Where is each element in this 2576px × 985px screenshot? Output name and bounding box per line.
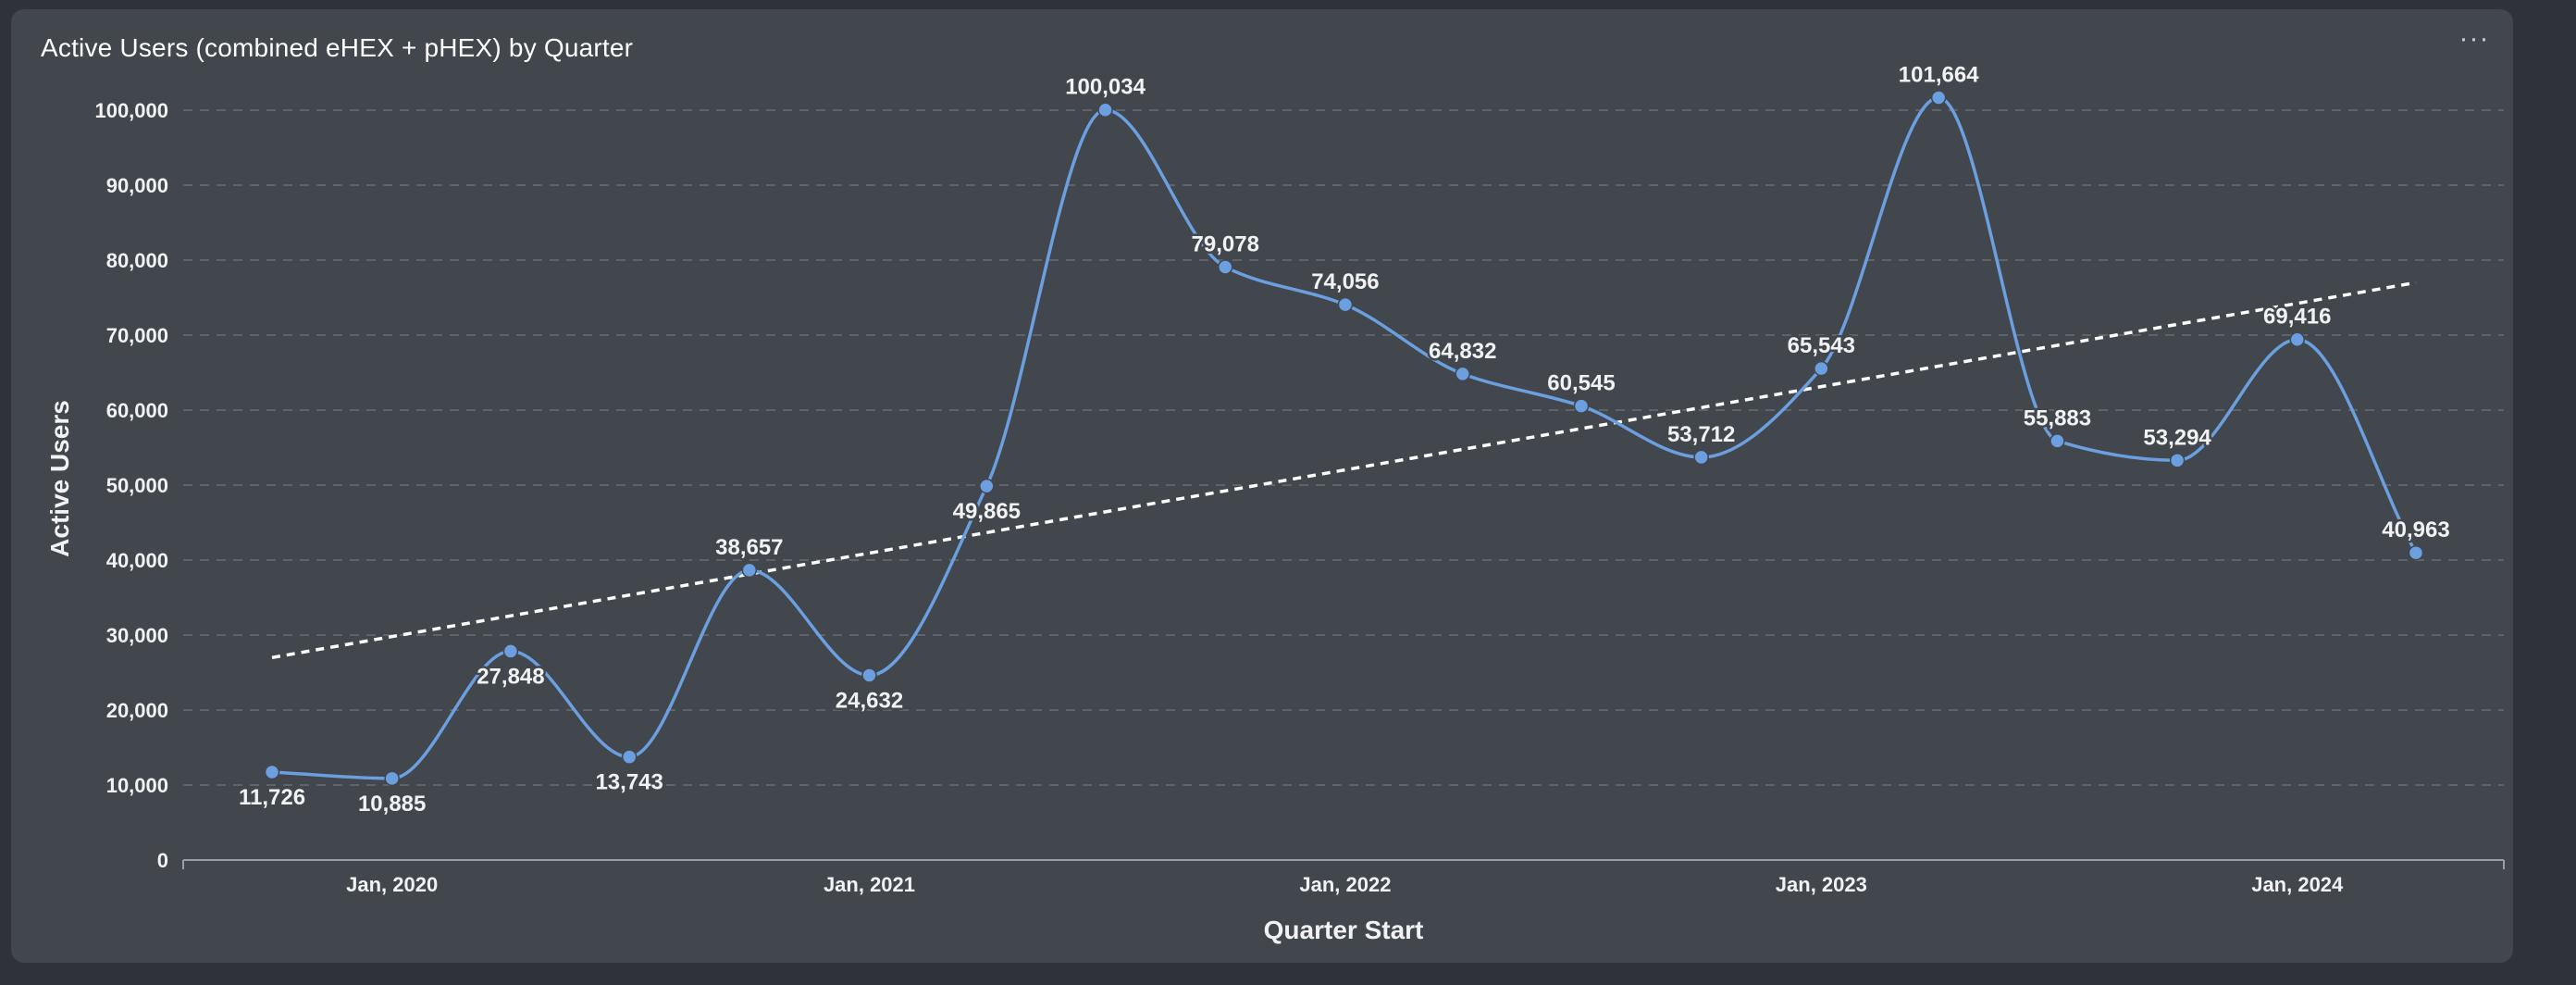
data-point bbox=[2408, 544, 2424, 561]
y-axis-ticks: 0 10,000 20,000 30,000 40,000 50,000 60,000 70,… bbox=[94, 99, 168, 872]
data-point bbox=[384, 770, 400, 787]
data-point bbox=[621, 749, 638, 765]
y-tick-label: 100,000 bbox=[94, 99, 168, 122]
x-tick-label: Jan, 2023 bbox=[1776, 873, 1867, 896]
data-label: 79,078 bbox=[1192, 231, 1259, 256]
y-tick-label: 60,000 bbox=[106, 399, 168, 422]
y-tick-label: 20,000 bbox=[106, 699, 168, 722]
y-tick-label: 50,000 bbox=[106, 474, 168, 497]
series-line bbox=[271, 95, 2418, 780]
data-points bbox=[264, 90, 2424, 787]
data-label: 13,743 bbox=[595, 770, 663, 795]
x-tick-label: Jan, 2024 bbox=[2251, 873, 2344, 896]
x-tick-label: Jan, 2020 bbox=[346, 873, 438, 896]
data-label: 49,865 bbox=[953, 499, 1021, 524]
data-point bbox=[1337, 296, 1354, 313]
data-point bbox=[1573, 398, 1590, 414]
y-tick-label: 30,000 bbox=[106, 624, 168, 647]
data-labels: 11,726 10,885 27,848 13,743 38,657 24,632 49,8… bbox=[236, 60, 2452, 818]
data-point bbox=[264, 764, 280, 780]
data-label: 24,632 bbox=[836, 688, 903, 713]
data-point bbox=[502, 643, 519, 659]
data-point bbox=[1455, 366, 1471, 382]
data-point bbox=[1930, 90, 1947, 106]
data-point bbox=[2050, 433, 2065, 449]
data-label: 64,832 bbox=[1429, 339, 1496, 364]
data-label: 55,883 bbox=[2024, 405, 2091, 430]
x-tick-label: Jan, 2022 bbox=[1299, 873, 1391, 896]
y-tick-label: 80,000 bbox=[106, 249, 168, 272]
y-tick-label: 40,000 bbox=[106, 549, 168, 572]
y-tick-label: 0 bbox=[157, 849, 168, 872]
data-label: 53,294 bbox=[2143, 425, 2211, 450]
data-label: 69,416 bbox=[2263, 305, 2331, 330]
y-tick-label: 70,000 bbox=[106, 324, 168, 347]
data-label: 38,657 bbox=[715, 535, 783, 560]
y-tick-label: 10,000 bbox=[106, 774, 168, 797]
data-label: 100,034 bbox=[1065, 75, 1146, 100]
trendline bbox=[271, 281, 2417, 660]
data-point bbox=[861, 667, 877, 683]
data-point bbox=[1693, 449, 1709, 466]
x-axis: Jan, 2020 Jan, 2021 Jan, 2022 Jan, 2023 Jan,… bbox=[182, 859, 2505, 896]
grid-lines bbox=[183, 109, 2504, 786]
chart-title: Active Users (combined eHEX + pHEX) by Q… bbox=[41, 33, 634, 62]
data-point bbox=[2289, 331, 2305, 347]
more-horizontal-icon[interactable]: ··· bbox=[2458, 23, 2490, 54]
data-label: 11,726 bbox=[239, 785, 305, 810]
data-point bbox=[1217, 259, 1233, 275]
data-label: 65,543 bbox=[1788, 333, 1855, 358]
data-label: 74,056 bbox=[1311, 269, 1379, 294]
x-tick-label: Jan, 2021 bbox=[824, 873, 915, 896]
trendline-path bbox=[271, 281, 2417, 660]
chart-card: Active Users (combined eHEX + pHEX) by Q… bbox=[11, 9, 2513, 963]
data-label: 60,545 bbox=[1547, 371, 1615, 396]
data-label: 101,664 bbox=[1899, 63, 1979, 88]
data-label: 40,963 bbox=[2382, 517, 2449, 542]
data-point bbox=[1814, 360, 1829, 377]
data-point bbox=[1097, 102, 1113, 118]
data-label: 53,712 bbox=[1667, 422, 1735, 447]
data-label: 27,848 bbox=[477, 664, 544, 689]
data-point bbox=[741, 562, 758, 579]
y-tick-label: 90,000 bbox=[106, 174, 168, 197]
data-point bbox=[979, 478, 995, 494]
data-label: 10,885 bbox=[358, 792, 426, 817]
y-axis-title: Active Users bbox=[45, 400, 74, 557]
series-path bbox=[271, 95, 2418, 780]
x-axis-title: Quarter Start bbox=[1264, 916, 1424, 944]
data-point bbox=[2169, 453, 2186, 468]
line-chart: 0 10,000 20,000 30,000 40,000 50,000 60,000 70,… bbox=[45, 60, 2505, 944]
